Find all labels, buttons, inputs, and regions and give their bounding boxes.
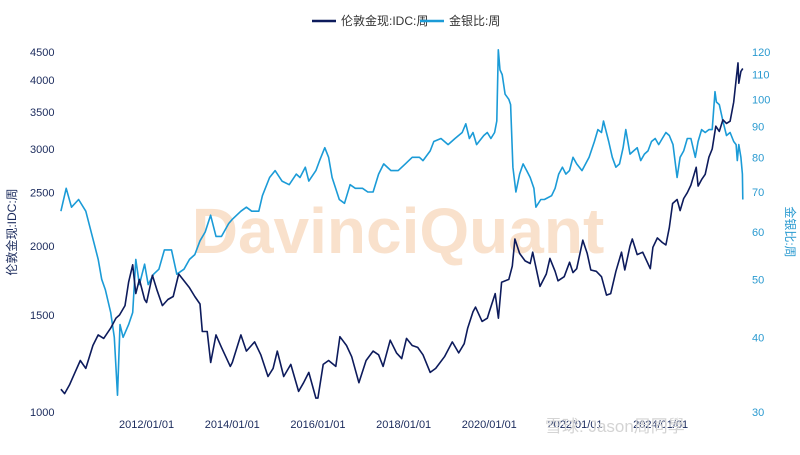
x-tick-label: 2024/01/01 <box>633 419 688 431</box>
right-axis-title: 金银比:周 <box>783 206 798 257</box>
series-layer <box>60 49 744 399</box>
right-tick-label: 60 <box>752 227 764 239</box>
left-axis-ticks: 1000 1500 2000 2500 3000 3500 4000 4500 <box>30 47 54 419</box>
legend: 伦敦金现:IDC:周 金银比:周 <box>312 13 500 28</box>
right-tick-label: 30 <box>752 407 764 419</box>
x-tick-label: 2018/01/01 <box>376 419 431 431</box>
x-axis-ticks: 2012/01/01 2014/01/01 2016/01/01 2018/01/01… <box>119 419 688 431</box>
left-tick-label: 3500 <box>30 107 54 119</box>
x-tick-label: 2012/01/01 <box>119 419 174 431</box>
left-tick-label: 3000 <box>30 144 54 156</box>
x-tick-label: 2022/01/01 <box>548 419 603 431</box>
series-line-gold <box>60 62 744 399</box>
watermark-text: DavinciQuant <box>192 195 605 267</box>
left-tick-label: 1000 <box>30 407 54 419</box>
footer-watermark: 雪球: Jason周同學 <box>545 417 685 436</box>
legend-label-ratio: 金银比:周 <box>449 13 500 28</box>
right-tick-label: 110 <box>752 70 770 82</box>
left-tick-label: 2500 <box>30 188 54 200</box>
series-line-ratio <box>60 49 744 396</box>
left-tick-label: 4500 <box>30 47 54 59</box>
right-axis-ticks: 30 40 50 60 70 80 90 100 110 120 <box>752 47 770 419</box>
legend-item-ratio[interactable]: 金银比:周 <box>420 13 500 28</box>
right-tick-label: 100 <box>752 94 770 106</box>
left-tick-label: 4000 <box>30 75 54 87</box>
right-tick-label: 90 <box>752 122 764 134</box>
x-tick-label: 2014/01/01 <box>205 419 260 431</box>
left-axis-title: 伦敦金现:IDC:周 <box>4 188 19 275</box>
right-tick-label: 50 <box>752 274 764 286</box>
legend-label-gold: 伦敦金现:IDC:周 <box>341 13 428 28</box>
right-tick-label: 40 <box>752 332 764 344</box>
legend-item-gold[interactable]: 伦敦金现:IDC:周 <box>312 13 428 28</box>
left-tick-label: 1500 <box>30 310 54 322</box>
x-tick-label: 2020/01/01 <box>462 419 517 431</box>
right-tick-label: 120 <box>752 47 770 59</box>
right-tick-label: 70 <box>752 187 764 199</box>
left-tick-label: 2000 <box>30 241 54 253</box>
right-tick-label: 80 <box>752 152 764 164</box>
x-tick-label: 2016/01/01 <box>290 419 345 431</box>
